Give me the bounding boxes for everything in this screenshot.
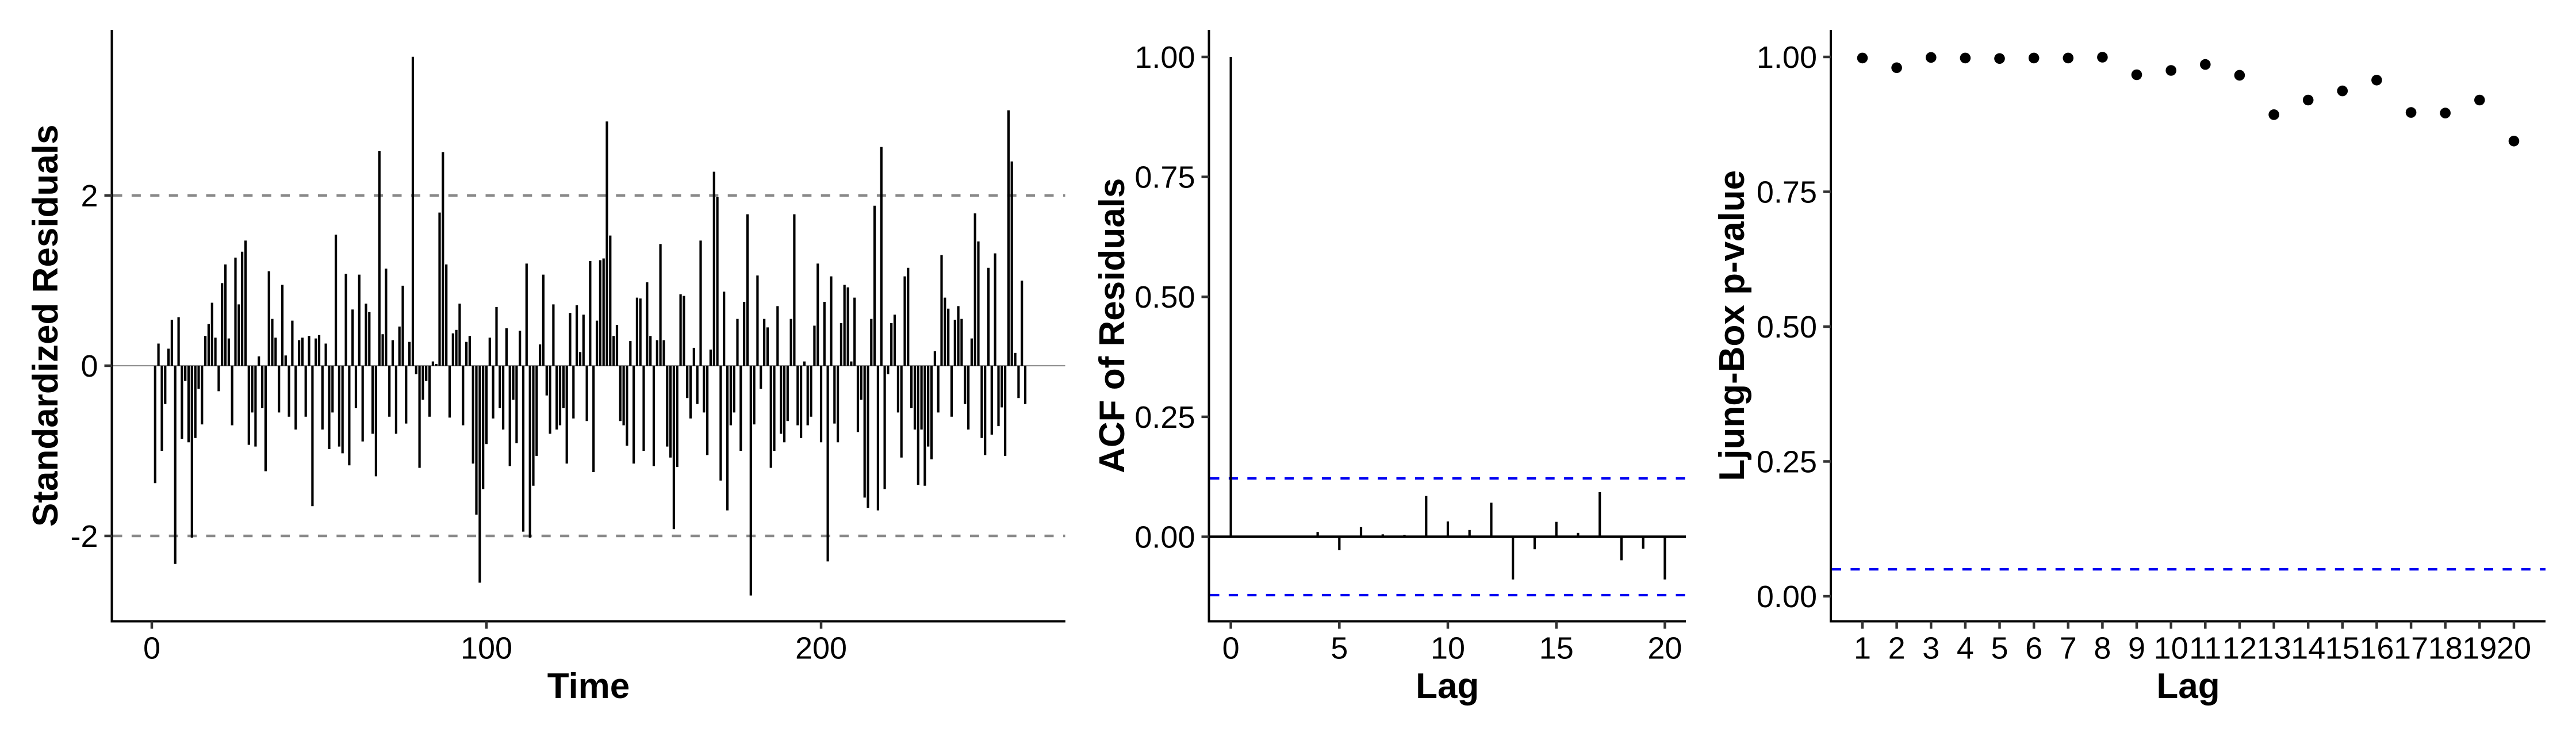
svg-text:3: 3 <box>1922 631 1939 666</box>
svg-text:0.75: 0.75 <box>1134 160 1195 195</box>
svg-text:0.50: 0.50 <box>1134 280 1195 315</box>
svg-text:0: 0 <box>80 349 98 384</box>
svg-text:1.00: 1.00 <box>1757 40 1817 75</box>
svg-text:Time: Time <box>547 666 630 706</box>
svg-text:12: 12 <box>2222 631 2257 666</box>
svg-text:1.00: 1.00 <box>1134 40 1195 75</box>
svg-text:0.00: 0.00 <box>1757 580 1817 614</box>
svg-text:10: 10 <box>1431 631 1465 666</box>
svg-text:19: 19 <box>2462 631 2497 666</box>
svg-text:Lag: Lag <box>1416 666 1479 706</box>
svg-text:Lag: Lag <box>2156 666 2220 706</box>
svg-text:8: 8 <box>2094 631 2111 666</box>
svg-text:100: 100 <box>461 631 512 666</box>
svg-text:13: 13 <box>2257 631 2291 666</box>
svg-text:Standardized Residuals: Standardized Residuals <box>26 125 66 527</box>
svg-text:7: 7 <box>2060 631 2077 666</box>
svg-text:0: 0 <box>143 631 160 666</box>
svg-text:0.75: 0.75 <box>1757 175 1817 210</box>
svg-text:2: 2 <box>80 179 98 213</box>
svg-text:15: 15 <box>1539 631 1574 666</box>
svg-text:ACF of Residuals: ACF of Residuals <box>1092 178 1132 473</box>
svg-text:4: 4 <box>1957 631 1974 666</box>
svg-text:14: 14 <box>2291 631 2325 666</box>
svg-text:5: 5 <box>1331 631 1348 666</box>
svg-text:6: 6 <box>2025 631 2042 666</box>
svg-text:20: 20 <box>1647 631 1682 666</box>
svg-text:0.50: 0.50 <box>1757 310 1817 344</box>
svg-text:0.25: 0.25 <box>1757 445 1817 480</box>
svg-text:-2: -2 <box>70 519 98 554</box>
svg-text:15: 15 <box>2325 631 2360 666</box>
svg-text:2: 2 <box>1888 631 1906 666</box>
svg-text:0: 0 <box>1222 631 1240 666</box>
svg-text:16: 16 <box>2359 631 2394 666</box>
svg-text:10: 10 <box>2154 631 2188 666</box>
svg-text:Ljung-Box p-value: Ljung-Box p-value <box>1712 170 1752 481</box>
svg-text:200: 200 <box>795 631 847 666</box>
svg-text:9: 9 <box>2128 631 2145 666</box>
svg-text:0.00: 0.00 <box>1134 520 1195 555</box>
svg-text:1: 1 <box>1854 631 1871 666</box>
svg-text:17: 17 <box>2394 631 2428 666</box>
svg-text:0.25: 0.25 <box>1134 400 1195 435</box>
svg-text:11: 11 <box>2189 631 2221 666</box>
svg-text:5: 5 <box>1991 631 2008 666</box>
svg-text:20: 20 <box>2497 631 2531 666</box>
svg-text:18: 18 <box>2428 631 2463 666</box>
